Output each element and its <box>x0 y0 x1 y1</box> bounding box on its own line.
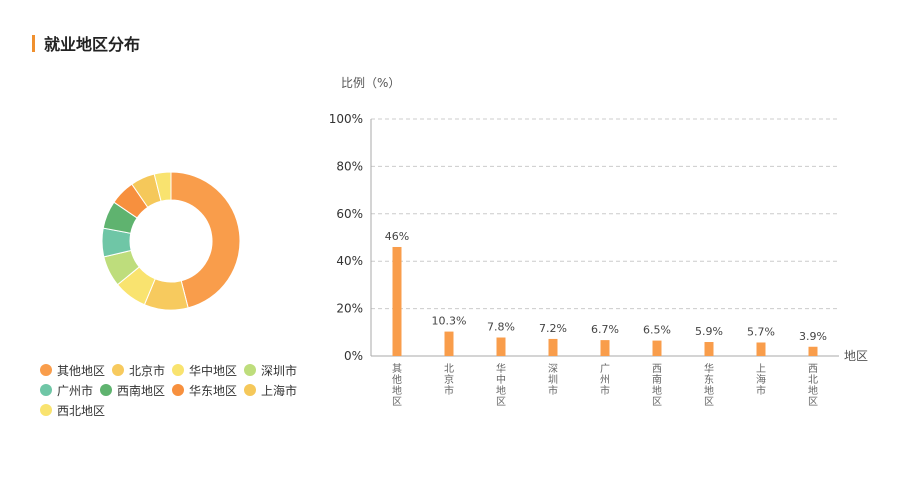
y-axis-title: 比例（%） <box>341 76 400 90</box>
bar[interactable] <box>600 340 610 356</box>
legend-item[interactable]: 西南地区 <box>100 382 165 399</box>
legend-label: 深圳市 <box>261 363 298 378</box>
x-tick-label: 深圳市 <box>548 363 558 397</box>
donut-chart <box>101 171 241 311</box>
legend-label: 其他地区 <box>57 363 106 378</box>
section-header: 就业地区分布 <box>32 31 140 55</box>
legend-item[interactable]: 深圳市 <box>244 362 297 379</box>
legend-label: 广州市 <box>57 383 94 398</box>
bar-value-label: 6.7% <box>591 323 619 336</box>
legend-item[interactable]: 北京市 <box>112 362 165 379</box>
x-tick-label: 西南地区 <box>652 364 662 408</box>
bar[interactable] <box>756 342 766 356</box>
legend-label: 西北地区 <box>57 403 106 418</box>
legend-item[interactable]: 华东地区 <box>172 382 237 399</box>
y-tick-label: 80% <box>336 159 363 173</box>
legend-item[interactable]: 华中地区 <box>172 362 237 379</box>
x-axis-title: 地区 <box>844 349 868 363</box>
x-tick-label: 华中地区 <box>496 362 506 408</box>
bar-value-label: 5.9% <box>695 325 723 338</box>
legend-row: 其他地区 北京市 华中地区 深圳市 <box>40 360 310 380</box>
legend-swatch <box>244 364 257 376</box>
x-tick-label: 西北地区 <box>808 364 818 408</box>
legend-label: 华中地区 <box>189 363 238 378</box>
legend-swatch <box>40 404 52 416</box>
bar-value-label: 6.5% <box>643 324 671 337</box>
bar-value-label: 7.8% <box>487 321 515 334</box>
bar[interactable] <box>704 342 714 356</box>
legend-item[interactable]: 西北地区 <box>40 402 105 419</box>
bar[interactable] <box>652 340 662 356</box>
x-tick-label: 华东地区 <box>704 362 714 408</box>
legend-label: 上海市 <box>261 383 298 398</box>
donut-slice[interactable] <box>170 171 241 309</box>
legend-label: 北京市 <box>129 363 166 378</box>
legend-swatch <box>40 384 52 396</box>
bar[interactable] <box>392 246 402 356</box>
legend-swatch <box>100 384 113 396</box>
bar-value-label: 46% <box>385 230 409 243</box>
legend-row: 广州市 西南地区 华东地区 上海市 <box>40 380 310 400</box>
bar-value-label: 3.9% <box>799 330 827 343</box>
x-tick-label: 北京市 <box>444 363 454 397</box>
donut-slice[interactable] <box>153 171 172 202</box>
bar-chart: 比例（%） 0% 20% 40% 60% 80% 100% 地区 46% 其他地区 10.3% 北京市… <box>329 76 868 408</box>
donut-legend: 其他地区 北京市 华中地区 深圳市广州市 西南地区 华东地区 上海市西北地区 <box>40 360 310 420</box>
legend-label: 西南地区 <box>117 383 166 398</box>
bar[interactable] <box>444 331 454 356</box>
y-tick-label: 20% <box>336 302 363 316</box>
bar[interactable] <box>496 337 506 356</box>
legend-swatch <box>112 364 125 376</box>
x-tick-label: 广州市 <box>600 363 610 397</box>
legend-swatch <box>40 364 52 376</box>
bar[interactable] <box>548 338 558 356</box>
bar-value-label: 5.7% <box>747 325 775 338</box>
y-tick-label: 40% <box>336 254 363 268</box>
legend-item[interactable]: 上海市 <box>244 382 297 399</box>
legend-label: 华东地区 <box>189 383 238 398</box>
y-tick-label: 60% <box>336 207 363 221</box>
legend-swatch <box>172 384 185 396</box>
legend-row: 西北地区 <box>40 400 310 420</box>
legend-swatch <box>172 364 185 376</box>
legend-swatch <box>244 384 257 396</box>
x-tick-label: 上海市 <box>756 363 766 397</box>
y-tick-label: 100% <box>329 112 363 126</box>
title-accent-bar <box>32 34 35 52</box>
bar-value-label: 10.3% <box>432 315 467 328</box>
bar-value-label: 7.2% <box>539 322 567 335</box>
y-tick-label: 0% <box>344 349 363 363</box>
x-tick-label: 其他地区 <box>392 363 402 408</box>
legend-item[interactable]: 广州市 <box>40 382 93 399</box>
legend-item[interactable]: 其他地区 <box>40 362 105 379</box>
bar[interactable] <box>808 346 818 356</box>
page-title: 就业地区分布 <box>44 35 141 54</box>
